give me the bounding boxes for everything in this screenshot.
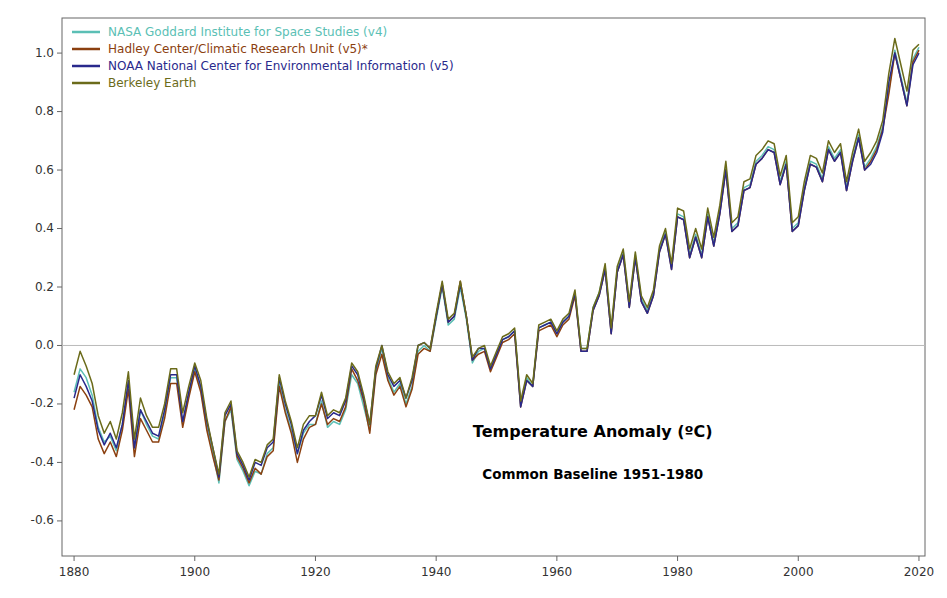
y-tick-label: 0.6 <box>35 163 54 177</box>
series-line <box>74 50 919 483</box>
x-tick-label: 1960 <box>542 565 573 579</box>
y-tick-label: -0.6 <box>31 513 54 527</box>
x-tick <box>194 556 195 561</box>
y-tick <box>57 53 62 54</box>
legend-swatch <box>72 65 100 68</box>
y-tick-label: -0.2 <box>31 396 54 410</box>
y-tick-label: -0.4 <box>31 455 54 469</box>
y-tick <box>57 345 62 346</box>
x-tick <box>74 556 75 561</box>
x-tick-label: 1940 <box>421 565 452 579</box>
legend-label: Hadley Center/Climatic Research Unit (v5… <box>108 42 368 56</box>
legend: NASA Goddard Institute for Space Studies… <box>72 25 454 90</box>
y-axis: -0.6 -0.4 -0.2 0.0 0.2 0.4 0.6 0.8 1.0 <box>31 46 925 528</box>
y-tick-label: 0.8 <box>35 104 54 118</box>
legend-label: Berkeley Earth <box>108 76 196 90</box>
y-tick-label: 0.2 <box>35 280 54 294</box>
y-tick-label: 0.0 <box>35 338 54 352</box>
x-tick <box>556 556 557 561</box>
x-tick-label: 1880 <box>59 565 90 579</box>
legend-label: NOAA National Center for Environmental I… <box>108 59 454 73</box>
y-tick-label: 1.0 <box>35 46 54 60</box>
annotations: Temperature Anomaly (ºC) Common Baseline … <box>473 422 713 483</box>
x-tick <box>315 556 316 561</box>
y-tick <box>57 111 62 112</box>
x-tick-label: 1920 <box>300 565 331 579</box>
series-line <box>74 38 919 477</box>
legend-swatch <box>72 82 100 85</box>
legend-swatch <box>72 31 100 34</box>
x-tick-label: 1900 <box>179 565 210 579</box>
x-tick <box>798 556 799 561</box>
lines <box>74 38 919 485</box>
y-tick <box>57 462 62 463</box>
zero-line <box>62 345 925 346</box>
y-tick <box>57 287 62 288</box>
y-tick <box>57 228 62 229</box>
y-tick-label: 0.4 <box>35 221 54 235</box>
series-line <box>74 47 919 486</box>
x-tick <box>677 556 678 561</box>
x-tick <box>918 556 919 561</box>
plot-frame <box>62 18 925 556</box>
x-tick-label: 2000 <box>783 565 814 579</box>
x-axis: 1880 1900 1920 1940 1960 1980 2000 2020 <box>59 556 934 579</box>
annotation: Common Baseline 1951-1980 <box>482 466 703 482</box>
x-tick-label: 1980 <box>662 565 693 579</box>
x-tick-label: 2020 <box>904 565 935 579</box>
y-tick <box>57 403 62 404</box>
legend-label: NASA Goddard Institute for Space Studies… <box>108 25 387 39</box>
x-tick <box>436 556 437 561</box>
annotation: Temperature Anomaly (ºC) <box>473 422 713 441</box>
y-tick <box>57 170 62 171</box>
y-tick <box>57 520 62 521</box>
series-line <box>74 53 919 480</box>
chart: -0.6 -0.4 -0.2 0.0 0.2 0.4 0.6 0.8 1.0 1880 1900 19… <box>0 0 947 598</box>
legend-swatch <box>72 48 100 51</box>
